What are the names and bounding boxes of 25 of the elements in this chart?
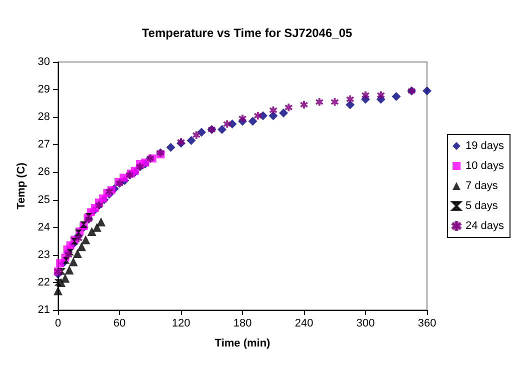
y-tick-label: 26 bbox=[38, 166, 50, 178]
x-tick-label: 120 bbox=[172, 318, 190, 330]
x-tick-label: 60 bbox=[113, 318, 126, 330]
x-tick-label: 300 bbox=[356, 318, 375, 330]
y-tick-label: 25 bbox=[38, 194, 50, 206]
y-tick-label: 23 bbox=[38, 248, 50, 261]
y-tick-label: 22 bbox=[38, 276, 50, 288]
x-tick-label: 0 bbox=[54, 318, 62, 330]
y-axis-title: Temp (C) bbox=[15, 162, 28, 210]
y-tick-label: 21 bbox=[38, 304, 50, 316]
legend-label: 10 days bbox=[465, 160, 504, 172]
x-tick-label: 360 bbox=[418, 318, 436, 330]
y-tick-label: 24 bbox=[38, 221, 50, 234]
legend-label: 24 days bbox=[465, 220, 504, 232]
chart-title: Temperature vs Time for SJ72046_05 bbox=[142, 26, 352, 40]
x-tick-label: 240 bbox=[294, 318, 314, 330]
legend-label: 5 days bbox=[465, 200, 498, 212]
y-tick-label: 27 bbox=[38, 138, 50, 151]
legend-label: 19 days bbox=[465, 140, 504, 152]
y-tick-label: 30 bbox=[38, 56, 50, 68]
y-tick-label: 28 bbox=[38, 111, 50, 124]
y-tick-label: 29 bbox=[38, 84, 50, 96]
legend-label: 7 days bbox=[465, 180, 498, 192]
x-tick-label: 180 bbox=[233, 318, 252, 330]
x-axis-title: Time (min) bbox=[214, 338, 271, 350]
